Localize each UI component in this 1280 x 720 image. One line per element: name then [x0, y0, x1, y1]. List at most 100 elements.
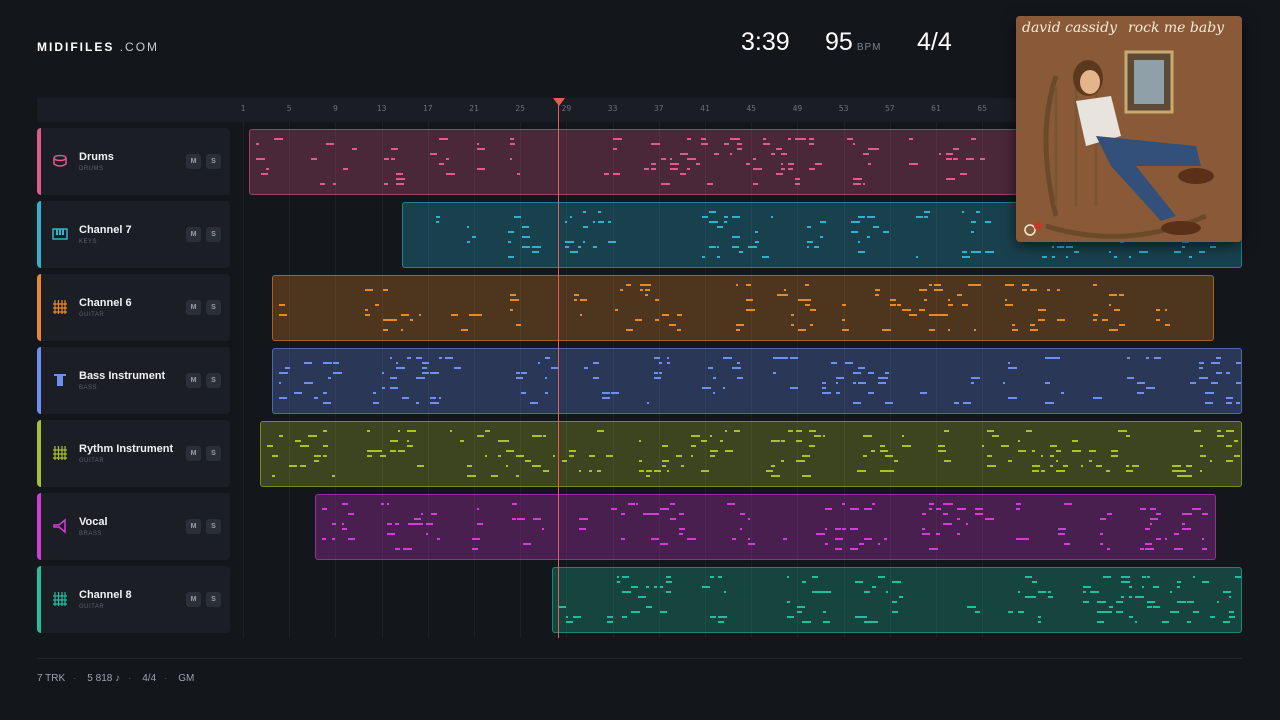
midi-note	[477, 435, 484, 437]
midi-note	[300, 465, 306, 467]
midi-note	[533, 518, 541, 520]
midi-note	[667, 362, 670, 364]
midi-note	[1182, 523, 1185, 525]
midi-note	[431, 513, 437, 515]
mute-button[interactable]: M	[186, 373, 201, 388]
midi-note	[748, 518, 750, 520]
midi-note	[583, 226, 588, 228]
mute-button[interactable]: M	[186, 300, 201, 315]
midi-note	[919, 309, 925, 311]
midi-note	[732, 246, 739, 248]
midi-note	[1032, 450, 1035, 452]
midi-note	[802, 460, 805, 462]
midi-note	[375, 450, 382, 452]
midi-note	[606, 455, 613, 457]
midi-note	[953, 148, 959, 150]
solo-button[interactable]: S	[206, 154, 221, 169]
mute-button[interactable]: M	[186, 227, 201, 242]
midi-note	[1030, 289, 1037, 291]
solo-button[interactable]: S	[206, 446, 221, 461]
playhead-handle[interactable]	[553, 98, 565, 106]
track-header[interactable]: Rythm Instrument GUITAR M S	[37, 420, 230, 487]
midi-note	[823, 435, 825, 437]
midi-note	[1050, 445, 1057, 447]
ruler-tick-label: 5	[286, 104, 292, 113]
midi-note	[1236, 362, 1241, 364]
midi-note	[1008, 611, 1013, 613]
midi-note	[401, 329, 403, 331]
midi-note	[565, 246, 569, 248]
midi-note	[1114, 309, 1120, 311]
midi-note	[1205, 392, 1212, 394]
midi-note	[279, 372, 288, 374]
tempo-display: 95 BPM	[825, 28, 881, 57]
midi-note	[510, 143, 515, 145]
playhead[interactable]	[558, 100, 559, 638]
solo-button[interactable]: S	[206, 373, 221, 388]
midi-note	[1107, 548, 1110, 550]
midi-note	[382, 372, 384, 374]
piano-icon	[52, 228, 68, 240]
midi-note	[1199, 377, 1208, 379]
midi-note	[929, 284, 932, 286]
midi-note	[872, 621, 878, 623]
album-title: rock me baby	[1128, 20, 1225, 36]
solo-button[interactable]: S	[206, 519, 221, 534]
midi-note	[1107, 513, 1112, 515]
midi-clip[interactable]	[315, 494, 1216, 560]
midi-note	[701, 138, 706, 140]
midi-note	[701, 470, 709, 472]
midi-note	[583, 241, 585, 243]
track-header[interactable]: Vocal BRASS M S	[37, 493, 230, 560]
midi-note	[773, 357, 782, 359]
midi-note	[326, 143, 334, 145]
midi-note	[651, 163, 656, 165]
footer-summary: 7 TRK · 5 818 ♪ · 4/4 · GM	[37, 673, 195, 684]
midi-note	[1150, 523, 1152, 525]
mute-button[interactable]: M	[186, 592, 201, 607]
mute-button[interactable]: M	[186, 519, 201, 534]
midi-note	[1041, 455, 1043, 457]
midi-clip[interactable]	[260, 421, 1242, 487]
midi-note	[332, 475, 335, 477]
midi-note	[1057, 246, 1061, 248]
track-header[interactable]: Channel 7 KEYS M S	[37, 201, 230, 268]
solo-button[interactable]: S	[206, 227, 221, 242]
track-header[interactable]: Bass Instrument BASS M S	[37, 347, 230, 414]
track-header[interactable]: Channel 6 GUITAR M S	[37, 274, 230, 341]
midi-note	[566, 621, 573, 623]
midi-note	[943, 503, 951, 505]
midi-note	[746, 284, 751, 286]
midi-note	[583, 211, 586, 213]
midi-note	[894, 460, 898, 462]
midi-note	[1066, 256, 1068, 258]
midi-note	[1090, 591, 1099, 593]
midi-note	[1194, 430, 1201, 432]
midi-note	[1174, 548, 1183, 550]
midi-note	[437, 538, 440, 540]
midi-note	[559, 606, 566, 608]
midi-note	[1165, 538, 1167, 540]
midi-clip[interactable]	[272, 348, 1242, 414]
midi-note	[1211, 392, 1214, 394]
midi-note	[820, 221, 826, 223]
midi-clip[interactable]	[552, 567, 1242, 633]
track-header[interactable]: Drums DRUMS M S	[37, 128, 230, 195]
midi-note	[736, 284, 738, 286]
track-header[interactable]: Channel 8 GUITAR M S	[37, 566, 230, 633]
midi-note	[407, 430, 416, 432]
midi-note	[717, 226, 723, 228]
midi-note	[863, 435, 872, 437]
midi-note	[1126, 465, 1129, 467]
midi-note	[1192, 508, 1201, 510]
solo-button[interactable]: S	[206, 592, 221, 607]
mute-button[interactable]: M	[186, 446, 201, 461]
midi-note	[579, 470, 581, 472]
solo-button[interactable]: S	[206, 300, 221, 315]
mute-button[interactable]: M	[186, 154, 201, 169]
midi-note	[1119, 294, 1124, 296]
midi-clip[interactable]	[272, 275, 1214, 341]
midi-note	[510, 299, 519, 301]
midi-note	[598, 211, 601, 213]
midi-note	[946, 178, 953, 180]
